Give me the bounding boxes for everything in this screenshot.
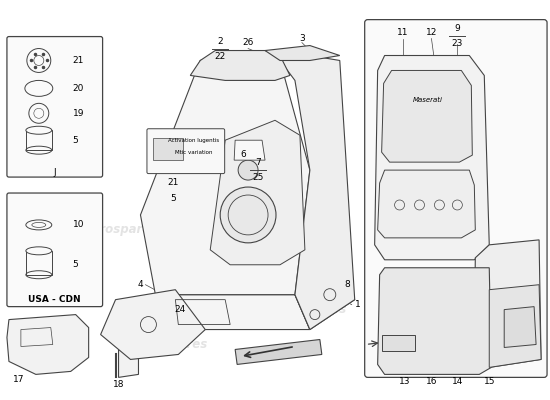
Polygon shape	[101, 290, 205, 360]
Text: 16: 16	[426, 377, 437, 386]
Polygon shape	[119, 340, 162, 377]
Text: 4: 4	[138, 280, 144, 289]
Polygon shape	[265, 46, 340, 60]
Polygon shape	[234, 140, 265, 160]
Polygon shape	[210, 120, 305, 265]
Ellipse shape	[26, 247, 52, 255]
FancyBboxPatch shape	[147, 129, 225, 174]
Text: 6: 6	[240, 150, 246, 159]
Polygon shape	[474, 240, 541, 368]
Polygon shape	[190, 50, 290, 80]
FancyBboxPatch shape	[7, 36, 103, 177]
Polygon shape	[295, 265, 355, 330]
Text: 21: 21	[167, 178, 178, 186]
Bar	[153, 138, 183, 160]
Polygon shape	[504, 307, 536, 348]
Text: 10: 10	[73, 220, 84, 230]
Text: 17: 17	[13, 375, 25, 384]
Text: 7: 7	[255, 158, 261, 167]
Text: eurospares: eurospares	[382, 223, 456, 236]
FancyBboxPatch shape	[365, 20, 547, 377]
Polygon shape	[382, 70, 472, 162]
Text: Maserati: Maserati	[412, 97, 442, 103]
Polygon shape	[140, 56, 310, 295]
Text: 3: 3	[299, 34, 305, 43]
Text: Mtic variation: Mtic variation	[174, 150, 212, 155]
Polygon shape	[235, 340, 322, 364]
Text: 2: 2	[217, 36, 223, 46]
Circle shape	[220, 187, 276, 243]
Text: 5: 5	[73, 136, 79, 145]
Text: 1: 1	[355, 300, 361, 309]
Polygon shape	[7, 315, 89, 374]
Circle shape	[238, 160, 258, 180]
Text: USA - CDN: USA - CDN	[29, 295, 81, 304]
Text: eurospares: eurospares	[84, 223, 158, 236]
Text: 5: 5	[73, 260, 79, 269]
Polygon shape	[378, 170, 475, 238]
FancyBboxPatch shape	[7, 193, 103, 307]
Text: 23: 23	[452, 38, 463, 48]
Text: eurospares: eurospares	[133, 338, 207, 351]
Text: Activation lugentis: Activation lugentis	[168, 138, 219, 143]
Text: 18: 18	[113, 380, 124, 389]
Text: eurospares: eurospares	[273, 303, 347, 316]
Polygon shape	[375, 56, 490, 260]
Text: 19: 19	[73, 109, 84, 118]
Ellipse shape	[26, 126, 52, 134]
Text: 22: 22	[214, 52, 226, 60]
Polygon shape	[378, 268, 491, 374]
Text: 24: 24	[175, 305, 186, 314]
Text: 5: 5	[170, 194, 177, 202]
Text: 12: 12	[426, 28, 437, 37]
Text: J: J	[53, 168, 56, 176]
Text: eurospares: eurospares	[223, 188, 297, 202]
Polygon shape	[156, 295, 310, 330]
Text: eurospares: eurospares	[382, 338, 456, 351]
Text: 21: 21	[73, 56, 84, 65]
Polygon shape	[490, 285, 541, 368]
Text: 8: 8	[345, 280, 350, 289]
Text: 26: 26	[243, 38, 254, 47]
Text: 14: 14	[452, 377, 463, 386]
Polygon shape	[382, 334, 415, 352]
Ellipse shape	[32, 222, 46, 228]
Text: 25: 25	[252, 173, 264, 182]
Text: 15: 15	[483, 377, 495, 386]
Text: 13: 13	[399, 377, 410, 386]
Polygon shape	[280, 56, 355, 330]
Text: 20: 20	[73, 84, 84, 93]
Text: 9: 9	[454, 24, 460, 32]
Text: 11: 11	[397, 28, 408, 37]
